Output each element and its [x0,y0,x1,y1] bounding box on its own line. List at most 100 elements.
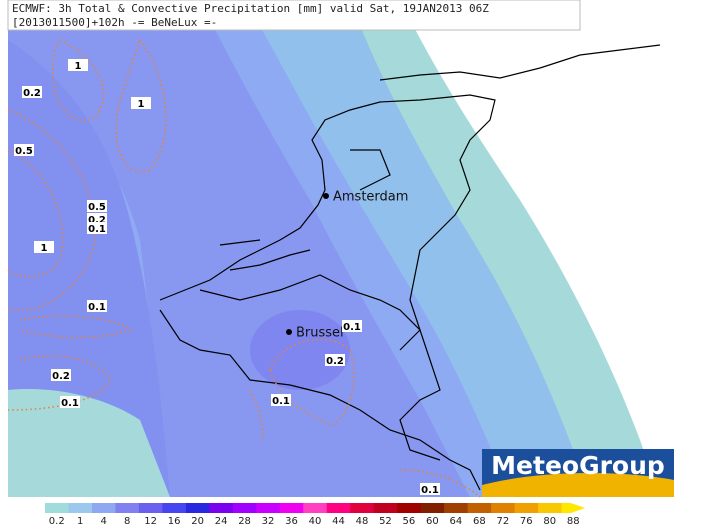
contour-label: 0.5 [14,144,34,157]
land-east-2 [560,0,700,440]
contour-label-text: 0.1 [421,485,439,496]
colorbar-label: 76 [520,516,533,527]
contour-label: 0.1 [87,300,107,313]
colorbar-swatch [91,503,116,513]
logo: MeteoGroup [482,449,674,497]
contour-label-text: 1 [138,99,145,110]
header-line: [2013011500]+102h -= BeNeLux =- [12,16,217,29]
contour-label: 0.1 [342,320,362,333]
colorbar-swatch [467,503,492,513]
contour-label-text: 0.5 [88,202,106,213]
colorbar-label: 1 [77,516,83,527]
coast-nl [159,94,496,351]
colorbar-swatch [444,503,469,513]
contour-label-box [22,86,42,98]
logo-swoosh [482,473,674,497]
colorbar-label: 68 [473,516,486,527]
contour-label-box [420,483,440,495]
contour-label-text: 0.1 [272,396,290,407]
contour-label-box [51,369,71,381]
border-be-fr [159,309,481,491]
colorbar-swatch [303,503,328,513]
header-line: ECMWF: 3h Total & Convective Precipitati… [12,2,489,15]
contour-label-text: 0.2 [88,215,106,226]
colorbar-swatch [232,503,257,513]
colorbar-swatch [491,503,516,513]
contour-label-text: 1 [75,61,82,72]
contour-label-box [87,300,107,312]
contour-label-text: 0.1 [88,224,106,235]
colorbar-label: 80 [543,516,556,527]
band-8 [250,310,350,390]
contour-label-box [60,396,80,408]
city-label: Amsterdam [333,190,408,205]
colorbar-swatch [115,503,140,513]
colorbar-swatch [162,503,187,513]
colorbar-swatch [373,503,398,513]
contour [7,149,64,278]
contour-label-box [87,222,107,234]
colorbar-label: 8 [124,516,130,527]
contour-label-text: 0.1 [61,398,79,409]
contour-label-text: 0.2 [23,88,41,99]
contour-label-box [68,59,88,71]
colorbar-label: 64 [450,516,463,527]
islands [379,44,661,81]
colorbar-label: 36 [285,516,298,527]
band-4c [8,40,170,497]
contour-label-box [271,394,291,406]
colorbar-label: 32 [262,516,275,527]
colorbar-label: 0.2 [49,516,65,527]
contour [269,338,355,426]
colorbar-swatch [209,503,234,513]
contour [249,389,481,498]
colorbar-label: 88 [567,516,580,527]
contour-label: 0.1 [87,222,107,235]
colorbar-swatch [514,503,539,513]
colorbar-swatch [45,503,69,513]
contour-label-text: 0.1 [343,322,361,333]
contour-label-text: 0.2 [326,356,344,367]
map: Amsterdam Brussel [7,0,700,498]
contour-label-box [342,320,362,332]
colorbar-swatch [326,503,351,513]
border-be-nl [199,274,441,461]
contour [19,315,132,339]
contour-label: 1 [68,59,88,72]
contour-label-text: 0.5 [15,146,33,157]
contour-label: 0.2 [22,86,42,99]
colorbar-label: 12 [144,516,157,527]
colorbar-label: 28 [238,516,251,527]
contour [52,39,105,122]
waterways [219,149,391,271]
contour-label-box [14,144,34,156]
colorbar-swatch [68,503,93,513]
colorbar-swatch [256,503,281,513]
colorbar-arrow [561,503,585,513]
colorbar-label: 56 [403,516,416,527]
contour-label: 0.5 [87,200,107,213]
colorbar-label: 60 [426,516,439,527]
colorbar-label: 40 [309,516,322,527]
colorbar-label: 72 [496,516,509,527]
colorbar-swatch [279,503,304,513]
logo-text: MeteoGroup [491,451,665,480]
contour-label-text: 0.2 [52,371,70,382]
city-dot [323,193,329,199]
header-box [7,0,581,31]
contour-label-box [34,241,54,253]
colorbar-label: 48 [356,516,369,527]
colorbar-label: 16 [168,516,181,527]
colorbar-label: 4 [101,516,107,527]
band-0-2-sw [8,389,170,497]
contour-label-box [87,200,107,212]
contour-labels: 10.210.50.50.20.110.10.10.20.20.1 0.10.1 [14,59,440,496]
colorbar-swatch [397,503,422,513]
colorbar-swatch [538,503,563,513]
colorbar-label: 20 [191,516,204,527]
colorbar-swatch [420,503,445,513]
colorbar-label: 52 [379,516,392,527]
colorbar-swatch [138,503,163,513]
contour-label-box [325,354,345,366]
